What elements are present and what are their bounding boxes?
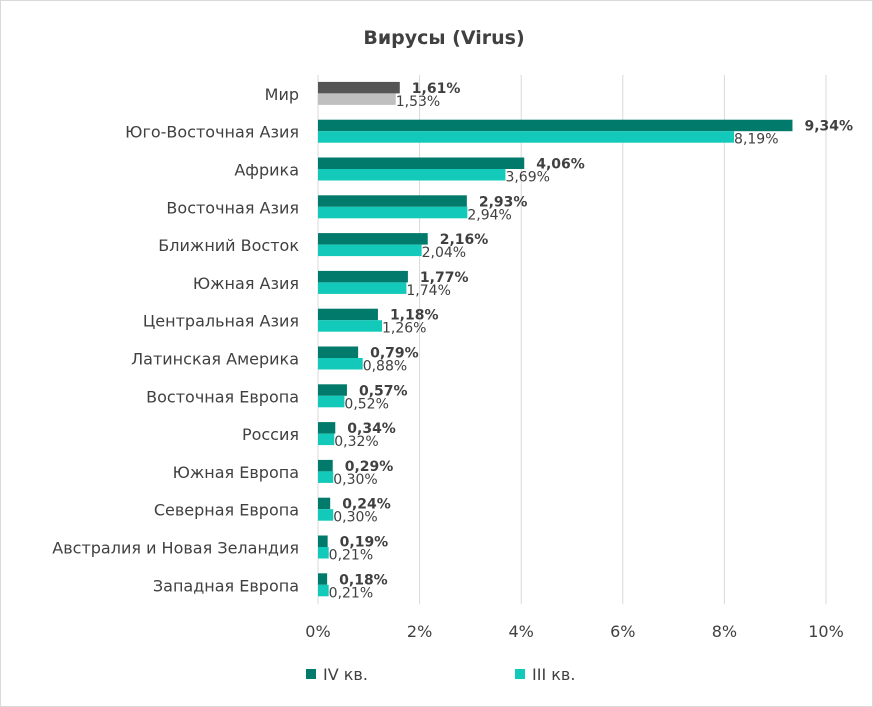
bar-iv bbox=[318, 573, 328, 585]
bar-iv bbox=[318, 195, 467, 207]
data-label-iv: 0,24% bbox=[342, 497, 391, 513]
bar-iv bbox=[318, 346, 359, 358]
data-label-iii: 3,69% bbox=[505, 170, 549, 186]
category-label: Центральная Азия bbox=[143, 312, 299, 331]
data-label-iii: 0,30% bbox=[333, 472, 377, 488]
data-label-iii: 2,04% bbox=[422, 245, 466, 261]
category-label: Юго-Восточная Азия bbox=[125, 123, 299, 142]
data-label-iii: 0,52% bbox=[344, 396, 388, 412]
data-label-iv: 0,79% bbox=[370, 346, 419, 362]
data-label-iv: 1,18% bbox=[390, 308, 439, 324]
data-label-iii: 0,21% bbox=[329, 548, 373, 564]
data-label-iv: 0,29% bbox=[345, 459, 394, 475]
category-label: Мир bbox=[265, 85, 299, 104]
chart-legend: IV кв. III кв. bbox=[306, 665, 575, 684]
legend-label-iv: IV кв. bbox=[323, 665, 368, 684]
x-tick-label: 0% bbox=[305, 622, 330, 641]
data-label-iii: 1,53% bbox=[396, 94, 440, 110]
chart-title: Вирусы (Virus) bbox=[363, 27, 524, 49]
category-label: Южная Азия bbox=[193, 274, 299, 293]
bar-iv bbox=[318, 81, 400, 94]
x-tick-label: 2% bbox=[407, 622, 432, 641]
data-label-iv: 4,06% bbox=[536, 157, 585, 173]
bar-iii bbox=[318, 244, 422, 257]
bar-iv bbox=[318, 422, 336, 434]
bar-iv bbox=[318, 157, 525, 169]
bar-iii bbox=[318, 358, 363, 370]
chart-gridlines bbox=[317, 75, 827, 605]
bar-iii bbox=[318, 471, 334, 483]
bar-iv bbox=[318, 270, 408, 283]
chart-bars bbox=[318, 81, 793, 597]
data-label-iii: 1,26% bbox=[382, 321, 426, 337]
category-label: Россия bbox=[242, 425, 299, 444]
x-tick-label: 8% bbox=[712, 622, 737, 641]
bar-iv bbox=[318, 535, 328, 547]
data-label-iii: 1,74% bbox=[406, 283, 450, 299]
bar-iii bbox=[318, 509, 334, 521]
bar-iv bbox=[318, 384, 347, 396]
legend-swatch-iv bbox=[306, 669, 316, 679]
category-label: Северная Европа bbox=[154, 501, 299, 520]
category-label: Латинская Америка bbox=[131, 350, 299, 369]
bar-iv bbox=[318, 308, 378, 321]
data-label-iv: 0,19% bbox=[340, 535, 389, 551]
chart-data-labels: 1,61%1,53% 9,34% 8,19% 4,06%3,69% 2,93%2,94%… bbox=[329, 81, 853, 601]
category-label: Ближний Восток bbox=[158, 236, 299, 255]
bar-iv bbox=[318, 119, 793, 132]
data-label-iv: 0,34% bbox=[347, 421, 396, 437]
bar-iii bbox=[318, 547, 329, 559]
category-label: Африка bbox=[234, 161, 299, 180]
bar-iii bbox=[318, 169, 506, 181]
category-label: Восточная Европа bbox=[146, 387, 299, 406]
data-label-iv: 2,16% bbox=[440, 232, 489, 248]
category-label: Восточная Азия bbox=[166, 198, 299, 217]
x-tick-label: 4% bbox=[509, 622, 534, 641]
data-label-iv: 0,18% bbox=[339, 572, 388, 588]
category-label: Западная Европа bbox=[153, 576, 299, 595]
data-label-iv: 2,93% bbox=[479, 194, 528, 210]
bar-iii bbox=[318, 282, 407, 294]
data-label-iii: 0,32% bbox=[334, 434, 378, 450]
legend-swatch-iii bbox=[515, 669, 525, 679]
data-label-iv: 1,61% bbox=[412, 81, 461, 97]
data-label-iii: 0,30% bbox=[333, 510, 377, 526]
bar-iv bbox=[318, 497, 331, 510]
bar-iii bbox=[318, 433, 335, 446]
data-label-iv: 0,57% bbox=[359, 383, 408, 399]
bar-iv bbox=[318, 459, 333, 472]
legend-label-iii: III кв. bbox=[532, 665, 575, 684]
bar-iii bbox=[318, 131, 735, 143]
chart-x-tick-labels: 0% 2% 4% 6% 8% 10% bbox=[305, 622, 843, 641]
bar-iii bbox=[318, 395, 345, 408]
bar-iii bbox=[318, 93, 396, 105]
category-label: Южная Европа bbox=[173, 463, 299, 482]
data-label-iii: 0,88% bbox=[363, 359, 407, 375]
x-tick-label: 6% bbox=[610, 622, 635, 641]
data-label-iii: 0,21% bbox=[329, 585, 373, 601]
chart-category-labels: Мир Юго-Восточная Азия Африка Восточная Ази… bbox=[52, 85, 299, 595]
bar-iii bbox=[318, 584, 329, 597]
bar-iii bbox=[318, 206, 468, 219]
x-tick-label: 10% bbox=[808, 622, 844, 641]
data-label-iv: 1,77% bbox=[420, 270, 469, 286]
data-label-iii: 8,19% bbox=[734, 132, 778, 148]
bar-iv bbox=[318, 233, 428, 245]
category-label: Австралия и Новая Зеландия bbox=[52, 539, 299, 558]
data-label-iv: 9,34% bbox=[804, 119, 853, 135]
bar-iii bbox=[318, 320, 383, 332]
data-label-iii: 2,94% bbox=[467, 207, 511, 223]
